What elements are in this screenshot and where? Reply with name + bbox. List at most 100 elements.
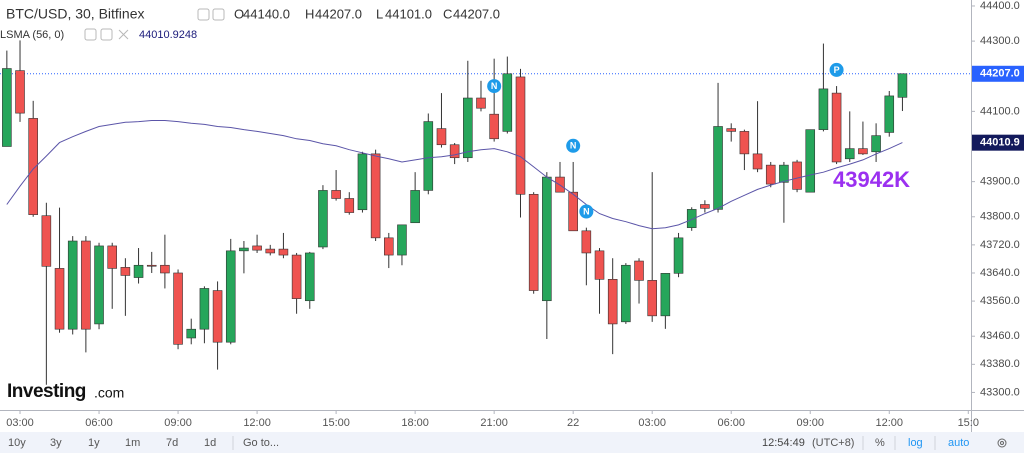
toolbar-goto[interactable]: Go to... [243, 437, 279, 449]
candle-body [239, 247, 249, 252]
brand-suffix: .com [94, 385, 124, 401]
range-button[interactable]: 1d [204, 437, 216, 449]
candle-body [647, 280, 657, 317]
ohlc-label: O [234, 6, 244, 21]
x-tick-label: 09:00 [796, 417, 824, 429]
candle-body [94, 245, 104, 325]
candle-body [449, 144, 460, 159]
candle-body [146, 264, 157, 267]
price-label-box [972, 65, 1024, 82]
candle-body [2, 68, 12, 147]
candle-body [686, 209, 697, 228]
x-tick-label: 03:00 [638, 417, 666, 429]
ohlc-value: 44101.0 [385, 6, 432, 21]
toolbar-percent[interactable]: % [875, 437, 885, 449]
event-marker-label: N [570, 141, 577, 151]
candle-body [173, 272, 183, 345]
range-button[interactable]: 1y [88, 437, 100, 449]
x-tick-label: 09:00 [164, 417, 192, 429]
event-marker-label: N [491, 81, 498, 91]
candle-body [357, 153, 368, 211]
x-tick-label: 15:00 [322, 417, 350, 429]
annotation: 43942K [833, 167, 910, 192]
candle-body [858, 148, 868, 155]
candle-body [199, 288, 210, 330]
candle-body [120, 267, 131, 276]
candle-body [331, 190, 341, 199]
candle-body [318, 190, 328, 248]
candle-body [15, 70, 25, 114]
y-tick-label: 43380.0 [980, 358, 1020, 370]
candle-body [805, 129, 816, 193]
event-marker [487, 79, 502, 94]
y-tick-label: 43800.0 [980, 211, 1020, 223]
candle-body [41, 215, 52, 267]
x-tick-label: 12:00 [243, 417, 271, 429]
range-button[interactable]: 10y [8, 437, 26, 449]
candle-body [291, 254, 302, 299]
toolbar-time: 12:54:49 [762, 437, 805, 449]
y-tick-label: 43640.0 [980, 267, 1020, 279]
candle-body [792, 161, 802, 190]
settings-icon[interactable] [997, 438, 1007, 448]
y-tick-label: 43460.0 [980, 330, 1020, 342]
price-label: 44010.9 [980, 137, 1020, 149]
candle-body [765, 164, 776, 185]
y-tick-label: 43300.0 [980, 386, 1020, 398]
candle-body [779, 164, 789, 183]
event-marker-label: N [583, 206, 590, 216]
x-tick-label: 21:00 [480, 417, 508, 429]
candle-body [594, 250, 605, 280]
candle-body [884, 95, 895, 133]
candle-body [225, 250, 236, 343]
toolbar-auto[interactable]: auto [948, 437, 969, 449]
ohlc-value: 44207.0 [315, 6, 362, 21]
candle-body [160, 264, 170, 274]
y-tick-label: 44400.0 [980, 0, 1020, 12]
candle-body [489, 113, 499, 140]
event-marker [579, 204, 594, 219]
candles [2, 40, 908, 385]
event-marker [566, 138, 581, 153]
candle-body [871, 135, 881, 153]
candle-body [28, 118, 38, 215]
candle-body [278, 248, 289, 256]
candle-body [831, 92, 842, 163]
candle-body [581, 230, 592, 254]
candle-body [133, 264, 144, 278]
candle-body [252, 245, 262, 251]
header-icons [84, 8, 225, 41]
toolbar [0, 432, 1024, 453]
x-tick-label: 22 [567, 417, 579, 429]
price-label: 44207.0 [980, 68, 1020, 80]
candle-body [384, 237, 394, 256]
candle-body [423, 121, 434, 191]
ohlc-value: 44207.0 [453, 6, 500, 21]
range-button[interactable]: 7d [166, 437, 178, 449]
x-tick-label: 03:00 [6, 417, 34, 429]
candle-body [476, 97, 486, 109]
candle-body [568, 191, 578, 232]
candle-body [67, 240, 78, 330]
brand-name: Investing [7, 381, 86, 402]
candle-body [265, 248, 276, 254]
lsma-line [6, 120, 903, 230]
candle-body [212, 290, 223, 343]
x-tick-label: 06:00 [85, 417, 113, 429]
x-tick-label: 12:00 [875, 417, 903, 429]
ohlc-label: C [443, 6, 452, 21]
candle-body [304, 252, 315, 302]
event-marker [829, 62, 844, 77]
y-tick-label: 43720.0 [980, 239, 1020, 251]
candle-body [502, 73, 513, 132]
toolbar-log[interactable]: log [908, 437, 923, 449]
range-button[interactable]: 3y [50, 437, 62, 449]
y-tick-label: 43560.0 [980, 295, 1020, 307]
candle-body [700, 204, 710, 209]
price-label-box [972, 134, 1024, 151]
indicator-name: LSMA (56, 0) [0, 29, 64, 41]
candle-body [436, 128, 447, 146]
range-button[interactable]: 1m [125, 437, 140, 449]
